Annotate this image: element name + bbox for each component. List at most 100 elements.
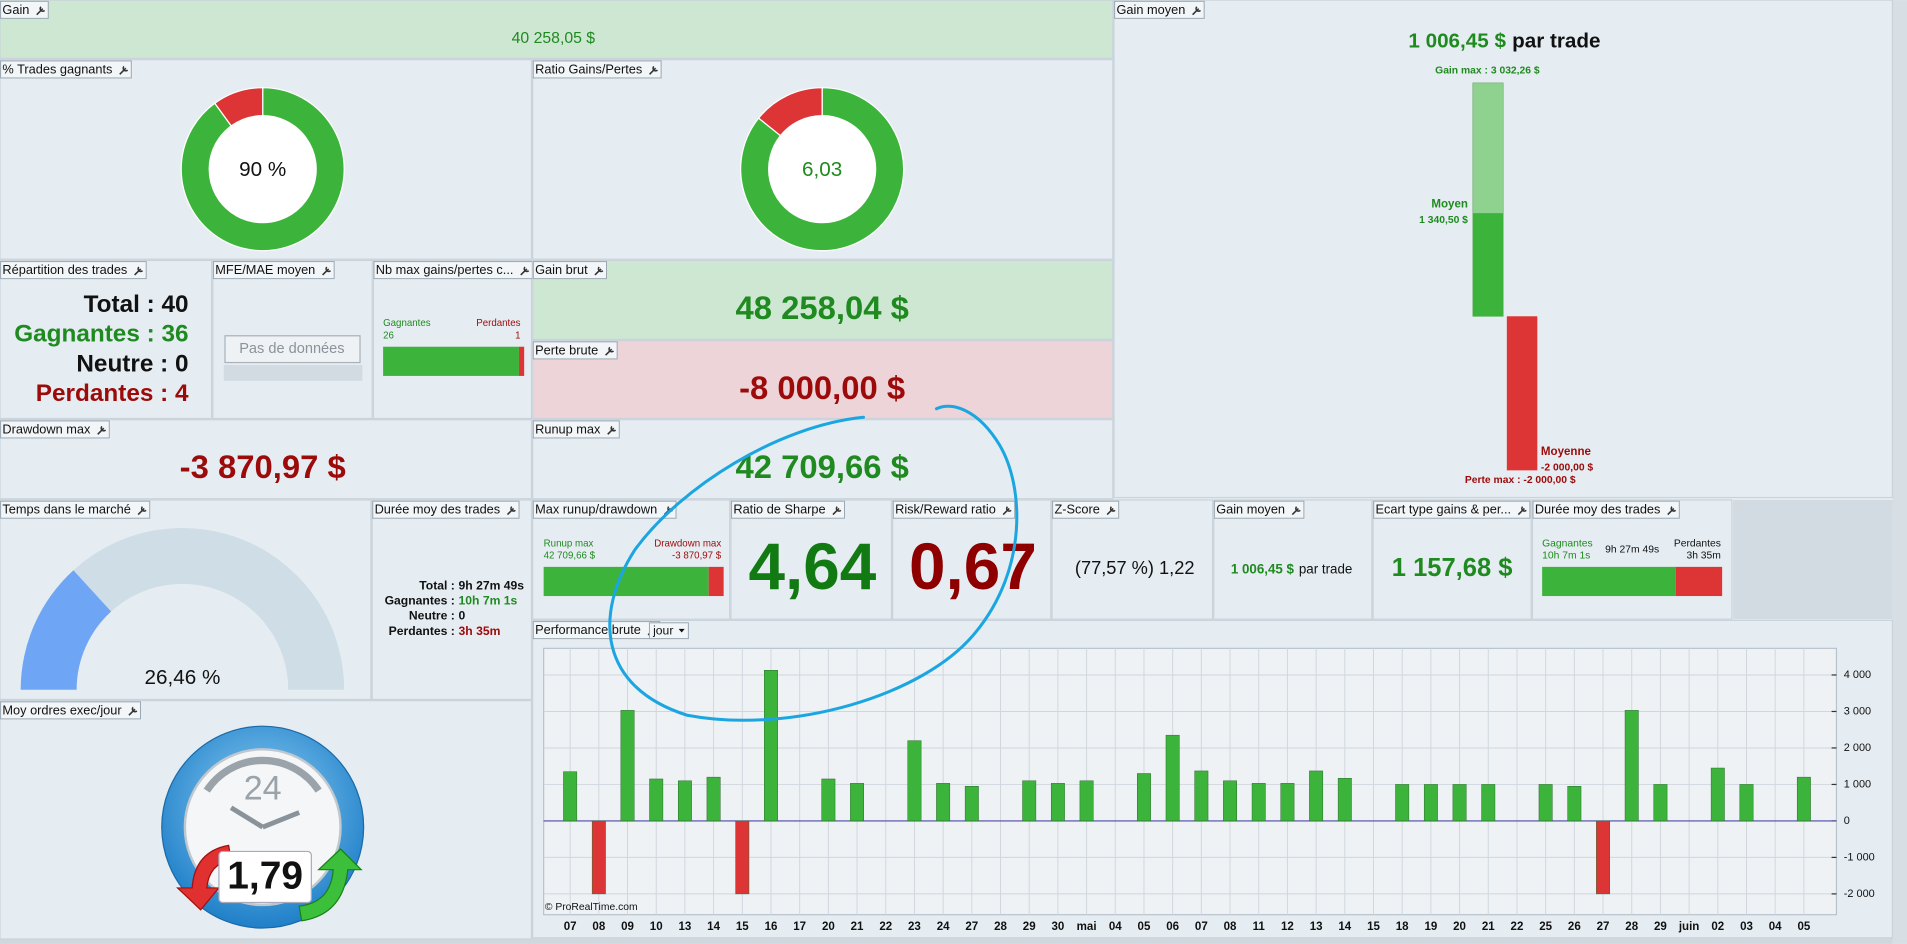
bottom-tabs — [0, 937, 1893, 944]
ratio-label: 6,03 — [802, 158, 842, 181]
bar — [735, 820, 750, 895]
x-tick-label: 04 — [1109, 921, 1122, 933]
avg-gain-small-value: 1 006,45 $ — [1231, 561, 1295, 576]
perte-brute-value: -8 000,00 $ — [739, 369, 905, 406]
dt-loss-label: Perdantes — [1674, 538, 1721, 549]
panel — [371, 499, 533, 701]
wrench-icon — [649, 65, 659, 75]
x-tick-label: 07 — [564, 921, 577, 933]
period-dropdown[interactable] — [648, 622, 689, 640]
empty-area — [1733, 499, 1893, 620]
bar — [591, 820, 606, 895]
repartition-line: Gagnantes : 36 — [14, 321, 188, 348]
panel-tab — [532, 60, 662, 79]
dt-total: 9h 27m 49s — [1605, 545, 1659, 556]
panel-tab — [532, 420, 620, 439]
panel — [730, 499, 893, 620]
panel-tab — [0, 701, 141, 720]
panel-tab — [1114, 0, 1205, 19]
bar — [1280, 783, 1295, 822]
x-tick-label: 23 — [908, 921, 921, 933]
panel-title: Temps dans le marché — [2, 502, 130, 517]
bar — [1596, 820, 1610, 895]
y-tick-label: -2 000 — [1844, 888, 1875, 900]
panel-title: Gain — [2, 2, 29, 17]
panel-tab — [0, 420, 110, 439]
x-tick-label: 05 — [1138, 921, 1151, 933]
bar — [563, 771, 578, 822]
x-tick-label: mai — [1077, 921, 1097, 933]
gain-brut-value: 48 258,04 $ — [735, 289, 908, 326]
x-tick-label: 22 — [879, 921, 892, 933]
y-tick-label: -1 000 — [1844, 851, 1875, 863]
panel — [372, 259, 533, 420]
duration-label: Perdantes : — [389, 624, 455, 638]
bar — [1653, 784, 1668, 822]
nb-losses: 1 — [515, 330, 520, 341]
drawdown-bar — [708, 566, 724, 597]
bar — [1452, 784, 1467, 822]
bar — [1423, 784, 1438, 822]
panel-title: % Trades gagnants — [2, 61, 112, 76]
panel-title: Durée moy des trades — [375, 502, 501, 517]
scrollbar[interactable] — [1892, 0, 1907, 944]
gain-value: 40 258,05 $ — [512, 30, 596, 47]
duration-label: Neutre : — [409, 609, 455, 623]
content: 40 258,05 $ 48 258,04 $ -8 000,00 $ -3 870,… — [14, 30, 1875, 933]
dt-loss-bar — [1675, 566, 1723, 597]
no-data: Pas de données — [239, 341, 344, 357]
value-box — [218, 850, 312, 904]
x-tick-label: 10 — [650, 921, 663, 933]
panel — [0, 0, 1114, 60]
duration-value: 9h 27m 49s — [459, 579, 525, 593]
drawdown-value: -3 870,97 $ — [180, 448, 346, 485]
panel-title: Ratio Gains/Pertes — [535, 61, 642, 76]
panel-tab — [532, 500, 677, 519]
panel — [0, 259, 213, 420]
bar — [1538, 784, 1553, 822]
donut-hole — [768, 115, 876, 223]
x-tick-label: 07 — [1195, 921, 1208, 933]
bar — [677, 780, 692, 822]
x-tick-label: 28 — [1625, 921, 1638, 933]
wrench-icon — [1002, 506, 1012, 516]
panel-title: Durée moy des trades — [1535, 502, 1661, 517]
y-tick-label: 2 000 — [1844, 742, 1871, 754]
wrench-icon — [36, 6, 46, 16]
panel-title: Drawdown max — [2, 421, 91, 436]
x-tick-label: 08 — [592, 921, 605, 933]
avg-loss-value: -2 000,00 $ — [1541, 463, 1594, 474]
avg-win-bar — [1472, 213, 1504, 317]
bar — [1739, 784, 1754, 822]
sharpe-value: 4,64 — [749, 530, 877, 603]
avg-gain-suffix: par trade — [1512, 30, 1600, 53]
avg-win-label: Moyen — [1431, 199, 1468, 211]
panel-title: Gain brut — [535, 262, 588, 277]
panel-tab — [0, 261, 147, 280]
bar — [1022, 780, 1037, 822]
panel-title: MFE/MAE moyen — [215, 262, 315, 277]
x-tick-label: 06 — [1166, 921, 1179, 933]
annotation-circle — [608, 404, 1019, 722]
x-tick-label: 21 — [851, 921, 864, 933]
period-label: jour — [652, 624, 673, 638]
clock-hand — [261, 810, 301, 830]
wrench-icon — [1517, 506, 1527, 516]
panel — [532, 499, 731, 620]
bar — [1395, 784, 1410, 822]
panel-tab — [212, 261, 335, 280]
panel-tab — [372, 500, 520, 519]
bar — [1710, 767, 1725, 822]
wrench-icon — [97, 425, 107, 435]
wrench-icon — [506, 506, 516, 516]
bar — [1624, 710, 1639, 822]
panel-tab — [1213, 500, 1305, 519]
duration-value: 10h 7m 1s — [459, 594, 518, 608]
no-data-box — [224, 335, 361, 364]
avg-gain-small: 1 006,45 $ par trade — [1231, 561, 1353, 576]
clock-label: 24 — [244, 770, 282, 808]
panel-title: Ratio de Sharpe — [733, 502, 825, 517]
bar — [706, 776, 721, 822]
